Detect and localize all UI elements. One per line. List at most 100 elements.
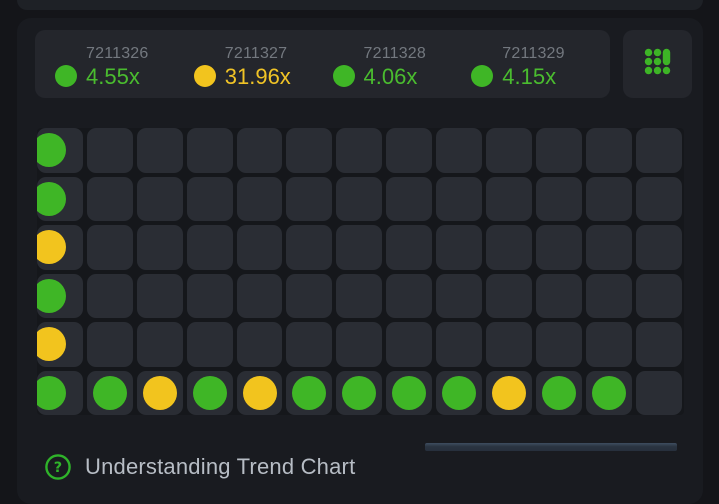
round-id: 7211327 xyxy=(224,45,288,62)
trend-cell xyxy=(635,322,682,367)
trend-cell xyxy=(236,176,283,221)
trend-cell xyxy=(236,128,283,173)
trend-cell xyxy=(436,128,483,173)
trend-cell xyxy=(286,322,333,367)
trend-cell xyxy=(186,322,233,367)
result-dot-green xyxy=(37,375,66,410)
trend-cell xyxy=(86,225,133,270)
trend-cell xyxy=(37,128,83,173)
trend-cell xyxy=(136,322,183,367)
trend-cell xyxy=(86,322,133,367)
trend-cell xyxy=(585,273,632,318)
result-dot-yellow xyxy=(242,375,277,410)
round-text: 7211327 31.96x xyxy=(225,44,291,90)
trend-cell xyxy=(486,176,532,221)
trend-cell xyxy=(386,273,433,318)
trend-cell xyxy=(286,128,333,173)
trend-cell xyxy=(286,225,333,270)
trend-cell xyxy=(585,322,632,367)
previous-section-edge xyxy=(17,0,703,10)
trend-cell xyxy=(286,176,333,221)
recent-rounds: 7211326 4.55x 7211327 31.96x 7211328 4.06x 721… xyxy=(35,30,610,98)
result-dot-green xyxy=(37,181,66,216)
trend-cell xyxy=(486,128,532,173)
trend-cell xyxy=(635,225,682,270)
trend-cell xyxy=(535,273,582,318)
trend-cell xyxy=(186,225,233,270)
round-result-dot-green xyxy=(55,65,77,87)
round-result-dot-green xyxy=(332,65,355,87)
trend-cell xyxy=(585,128,632,173)
trend-cell xyxy=(37,322,83,367)
trend-cell xyxy=(486,322,532,367)
result-dot-yellow xyxy=(37,230,66,265)
round-result-dot-green xyxy=(471,65,494,87)
trend-cell xyxy=(136,176,183,221)
trend-cell xyxy=(436,176,483,221)
trend-grid-scroll-area[interactable] xyxy=(37,128,684,415)
trend-cell xyxy=(386,176,433,221)
question-circle-icon: ? xyxy=(44,453,72,481)
dots-grid-icon xyxy=(644,48,671,80)
trend-grid xyxy=(37,128,684,415)
footer-label: Understanding Trend Chart xyxy=(85,454,356,479)
trend-cell xyxy=(37,370,83,415)
result-dot-green xyxy=(37,133,66,168)
trend-cell xyxy=(535,176,582,221)
trend-cell xyxy=(136,273,183,318)
trend-cell xyxy=(386,128,433,173)
round-text: 7211329 4.15x xyxy=(502,44,565,90)
trend-cell xyxy=(236,273,283,318)
trend-cell xyxy=(436,370,483,415)
result-dot-green xyxy=(342,375,377,410)
result-dot-green xyxy=(192,375,227,410)
trend-cell xyxy=(37,273,83,318)
understanding-trend-chart-link[interactable]: ? Understanding Trend Chart xyxy=(44,453,355,481)
trend-cell xyxy=(635,370,682,415)
round-multiplier: 31.96x xyxy=(224,64,291,89)
trend-cell xyxy=(186,370,233,415)
trend-cell xyxy=(386,225,433,270)
trend-cell xyxy=(535,128,582,173)
trend-cell xyxy=(336,322,383,367)
result-dot-green xyxy=(541,375,576,410)
round-item[interactable]: 7211327 31.96x xyxy=(193,30,333,98)
round-multiplier: 4.06x xyxy=(363,64,418,89)
trend-cell xyxy=(635,128,682,173)
trend-cell xyxy=(436,322,483,367)
round-item[interactable]: 7211326 4.55x xyxy=(55,30,194,98)
round-item[interactable]: 7211328 4.06x xyxy=(332,30,472,98)
trend-cell xyxy=(535,370,582,415)
trend-cell xyxy=(535,322,582,367)
trend-cell xyxy=(336,273,383,318)
horizontal-scrollbar-thumb[interactable] xyxy=(425,443,677,451)
result-dot-green xyxy=(392,375,427,410)
trend-cell xyxy=(336,176,383,221)
result-dot-green xyxy=(591,375,626,410)
trend-cell xyxy=(336,128,383,173)
trend-cell xyxy=(635,176,682,221)
trend-cell xyxy=(236,225,283,270)
trend-cell xyxy=(486,273,532,318)
trend-cell xyxy=(86,273,133,318)
result-dot-green xyxy=(92,375,127,410)
round-id: 7211328 xyxy=(363,45,427,62)
trend-cell xyxy=(286,273,333,318)
trend-cell xyxy=(635,273,682,318)
trend-cell xyxy=(436,225,483,270)
round-item[interactable]: 7211329 4.15x xyxy=(471,30,610,98)
result-dot-yellow xyxy=(37,327,66,362)
trend-cell xyxy=(136,370,183,415)
grid-view-button[interactable] xyxy=(623,30,692,98)
trend-chart-card: 7211326 4.55x 7211327 31.96x 7211328 4.06x 721… xyxy=(17,18,703,504)
trend-cell xyxy=(86,176,133,221)
trend-cell xyxy=(236,370,283,415)
trend-cell xyxy=(37,176,83,221)
trend-cell xyxy=(236,322,283,367)
round-text: 7211326 4.55x xyxy=(86,44,149,90)
round-result-dot-yellow xyxy=(193,65,216,87)
result-dot-yellow xyxy=(491,375,526,410)
result-dot-yellow xyxy=(142,375,177,410)
trend-cell xyxy=(436,273,483,318)
trend-cell xyxy=(336,370,383,415)
